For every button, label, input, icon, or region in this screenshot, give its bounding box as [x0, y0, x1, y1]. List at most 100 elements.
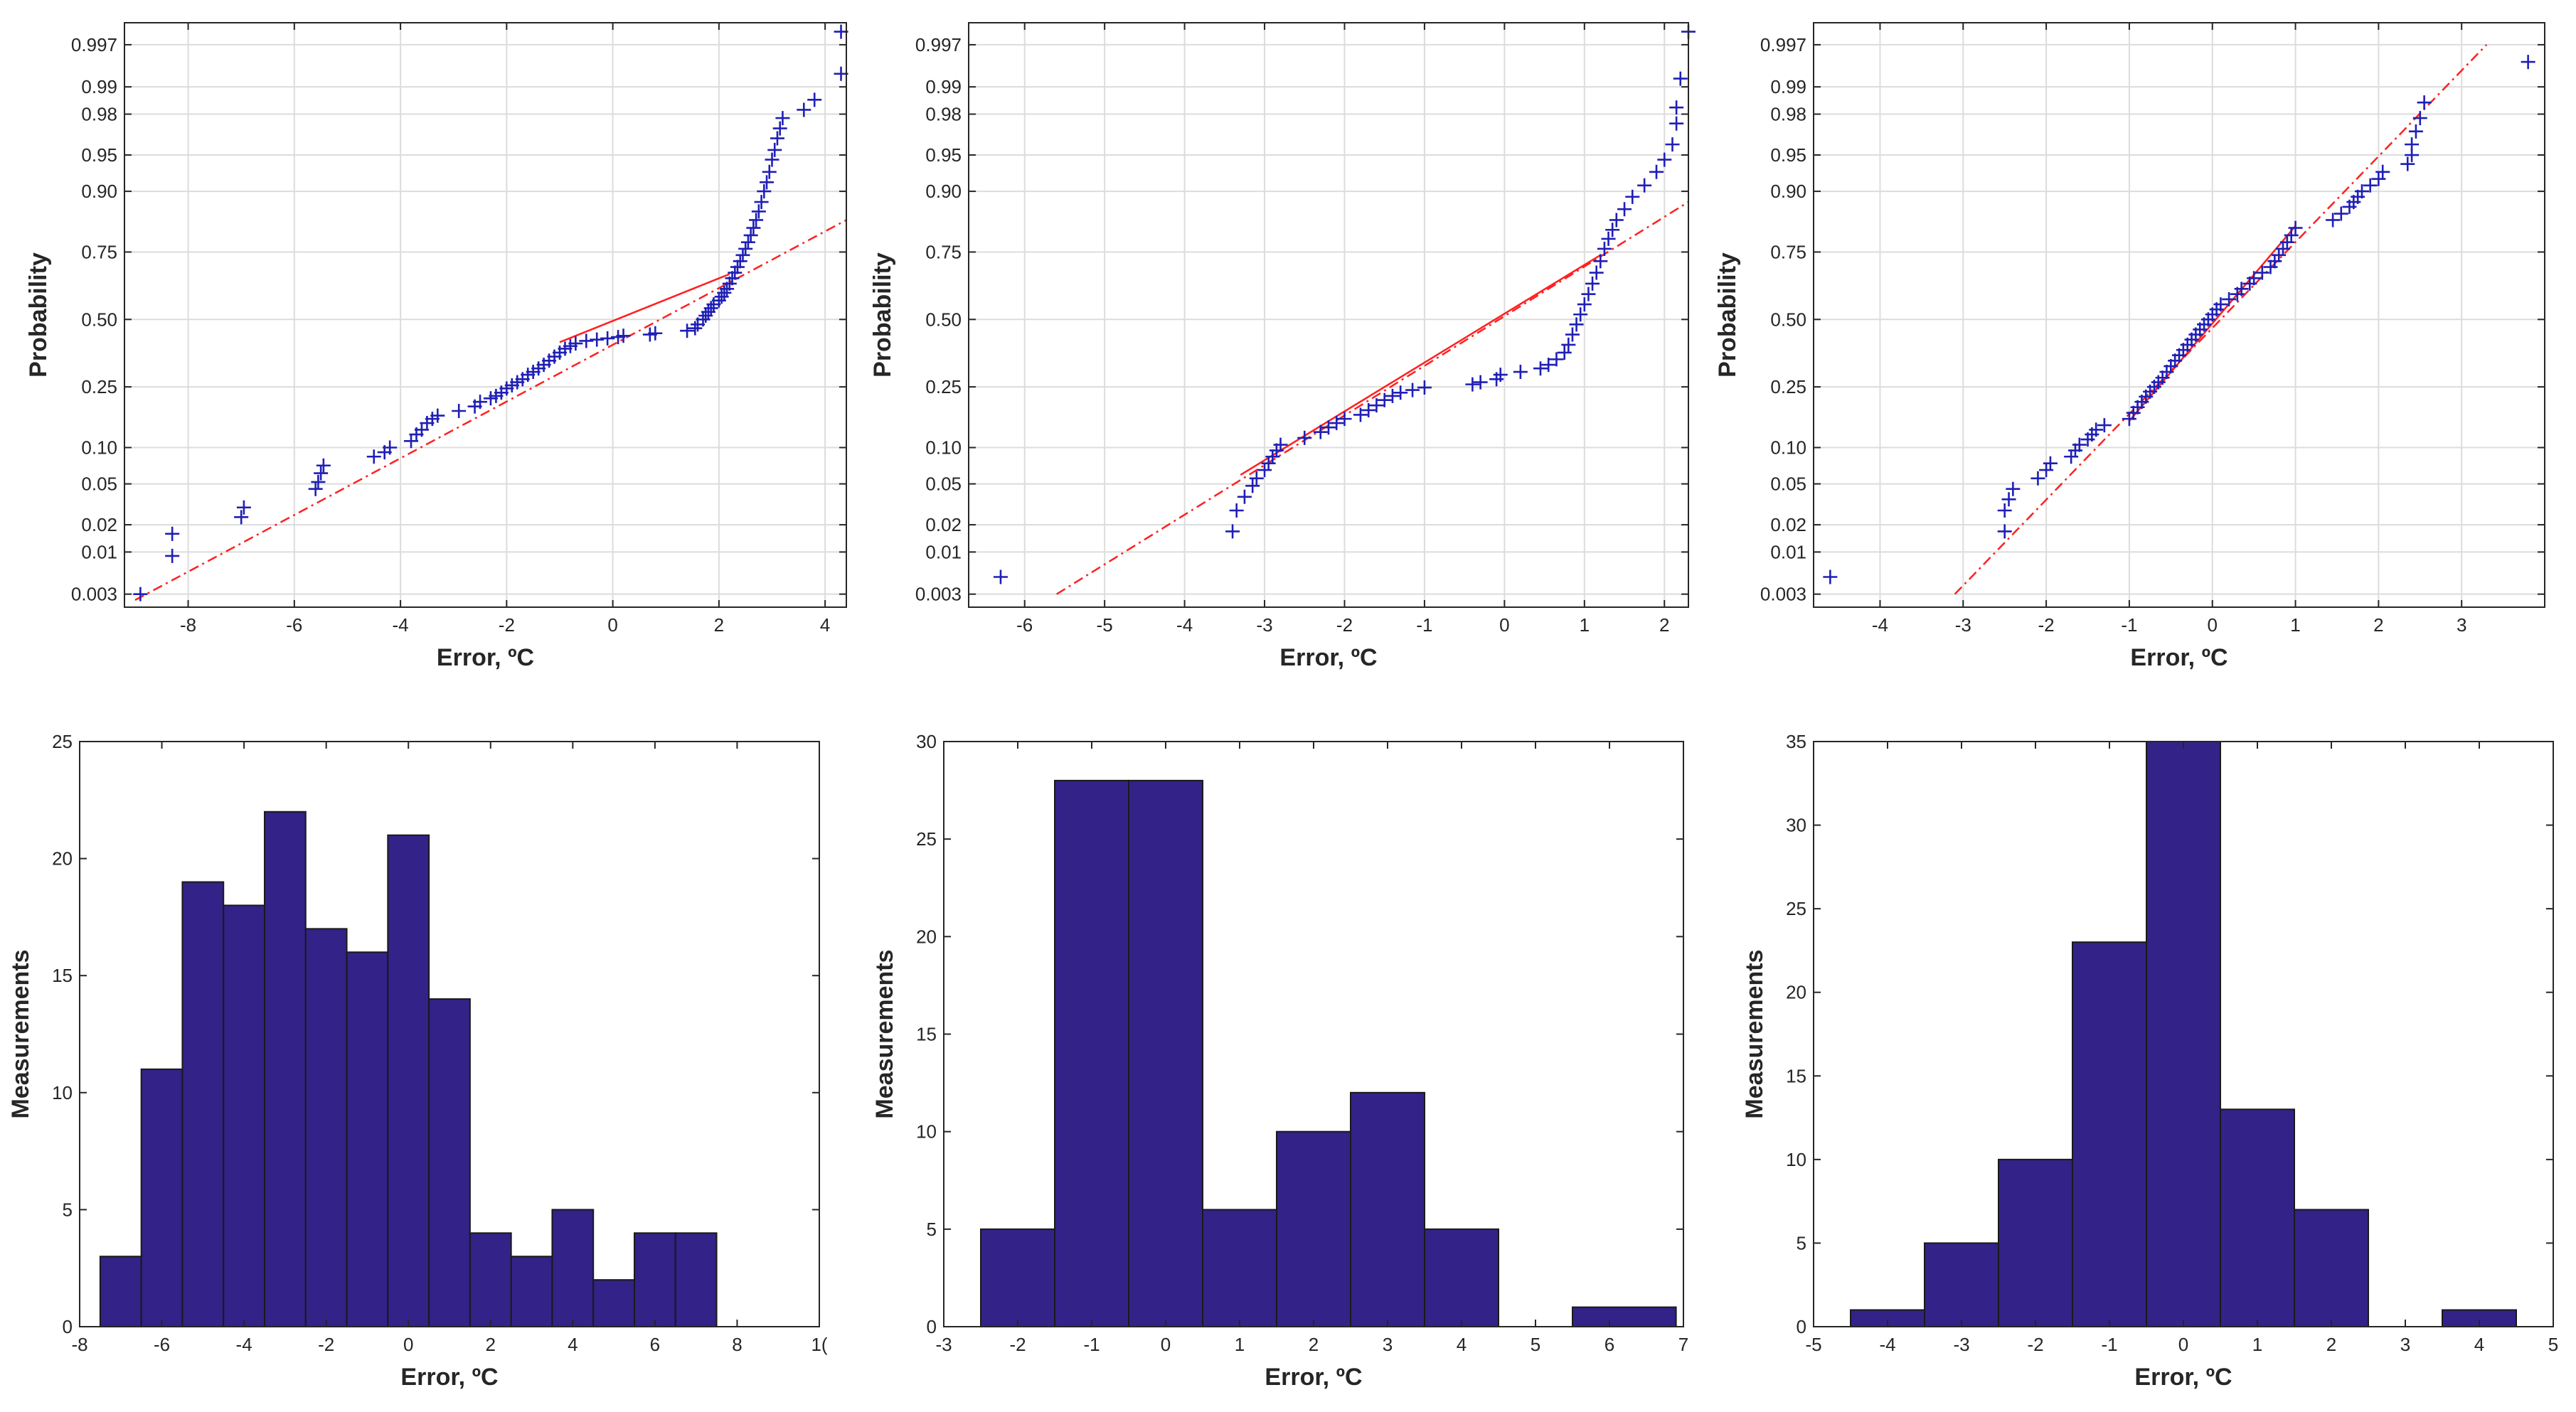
- data-point: [743, 228, 758, 242]
- x-tick-label: 1: [1580, 614, 1590, 636]
- data-point: [1669, 100, 1684, 115]
- data-point: [735, 247, 750, 262]
- x-tick-label: 0: [607, 614, 617, 636]
- data-point: [1385, 388, 1400, 403]
- histogram-bar: [346, 951, 389, 1327]
- data-point: [1669, 116, 1684, 131]
- ticks: -8 -6 -4 -2 0 2 4 0.003 0.01 0.02 0.05 0.10 0.25 0.50…: [71, 23, 846, 636]
- data-point: [728, 265, 743, 280]
- data-point: [807, 92, 822, 107]
- histogram-bar: [634, 1232, 676, 1327]
- y-tick-label: 0.90: [1770, 181, 1806, 202]
- x-tick-label: 4: [568, 1334, 578, 1355]
- data-point: [762, 164, 777, 179]
- y-axis-label: Probability: [869, 252, 896, 378]
- data-point: [366, 449, 381, 464]
- x-tick-label: -2: [2038, 614, 2055, 636]
- data-point: [1249, 471, 1264, 486]
- data-points: [1823, 55, 2535, 584]
- data-point: [2006, 481, 2021, 496]
- data-point: [1609, 213, 1624, 228]
- x-tick-label: -1: [2101, 1334, 2117, 1355]
- x-tick-label: -2: [2027, 1334, 2043, 1355]
- histogram-bar: [387, 834, 430, 1328]
- x-tick-label: 3: [2400, 1334, 2410, 1355]
- y-tick-label: 0.75: [81, 241, 117, 262]
- data-point: [746, 220, 761, 235]
- data-point: [1229, 503, 1244, 518]
- data-point: [1617, 202, 1632, 217]
- data-point: [2405, 137, 2420, 152]
- x-tick-label: 0: [403, 1334, 413, 1355]
- data-point: [165, 548, 180, 563]
- data-point: [2072, 437, 2087, 452]
- data-point: [2355, 184, 2369, 199]
- y-tick-label: 15: [916, 1024, 937, 1045]
- data-point: [1997, 524, 2012, 539]
- x-tick-label: 2: [2326, 1334, 2336, 1355]
- data-point: [1405, 383, 1420, 397]
- x-tick-label: 2: [486, 1334, 496, 1355]
- x-tick-label: 8: [732, 1334, 742, 1355]
- y-tick-label: 0.01: [1770, 541, 1806, 562]
- histogram-bar: [2146, 741, 2221, 1327]
- x-tick-label: 4: [2474, 1334, 2484, 1355]
- histogram-bar: [1054, 779, 1129, 1328]
- y-tick-label: 0: [927, 1316, 937, 1337]
- data-point: [236, 500, 251, 515]
- x-tick-label: 1(: [811, 1334, 827, 1355]
- y-tick-label: 0.003: [1760, 584, 1806, 605]
- data-point: [1541, 358, 1556, 373]
- x-axis-label: Error, ºC: [1279, 644, 1377, 671]
- histogram-bar: [510, 1256, 553, 1327]
- x-tick-label: 1: [1235, 1334, 1245, 1355]
- y-tick-label: 5: [1797, 1232, 1806, 1253]
- data-point: [1513, 365, 1528, 380]
- y-tick-label: 15: [52, 965, 73, 986]
- y-tick-label: 0.05: [81, 474, 117, 495]
- x-tick-label: -8: [71, 1334, 87, 1355]
- y-tick-label: 0.997: [915, 34, 962, 55]
- data-point: [2234, 282, 2249, 296]
- chart-panel-5: -3 -2 -1 0 1 2 3 4 5 6 7 0 5 10 15 20 25 30 Error, ºC Measu…: [871, 731, 1688, 1391]
- y-tick-label: 0.99: [1770, 76, 1806, 97]
- y-tick-label: 0.10: [1770, 437, 1806, 458]
- data-point: [568, 336, 583, 351]
- data-point: [1589, 265, 1604, 280]
- y-tick-label: 0.90: [81, 181, 117, 202]
- y-tick-label: 0.75: [925, 241, 962, 262]
- reference-line-dashed: [134, 219, 847, 601]
- data-point: [701, 304, 715, 319]
- chart-panel-1: -8 -6 -4 -2 0 2 4 0.003 0.01 0.02 0.05 0.10 0.25 0.50…: [25, 22, 848, 671]
- x-tick-label: -4: [236, 1334, 252, 1355]
- axes-box: [124, 22, 847, 608]
- data-point: [1593, 254, 1608, 269]
- data-point: [1369, 398, 1384, 413]
- y-tick-label: 0.95: [925, 144, 962, 166]
- y-axis-label: Measurements: [1741, 949, 1768, 1118]
- y-tick-label: 0.25: [1770, 376, 1806, 397]
- data-point: [133, 587, 148, 601]
- y-tick-label: 0: [1797, 1316, 1806, 1337]
- x-tick-label: 0: [1499, 614, 1509, 636]
- data-point: [698, 309, 713, 323]
- x-tick-label: 1: [2252, 1334, 2262, 1355]
- data-point: [1329, 416, 1344, 431]
- data-points: [993, 24, 1696, 584]
- y-tick-label: 0.50: [925, 309, 962, 330]
- data-point: [1297, 430, 1312, 445]
- x-tick-label: 7: [1678, 1334, 1688, 1355]
- y-axis-label: Probability: [25, 252, 52, 378]
- histogram-bar: [2294, 1209, 2369, 1328]
- x-tick-label: 6: [650, 1334, 660, 1355]
- ticks: -4 -3 -2 -1 0 1 2 3 0.003 0.01 0.02 0.05 0.10 0.25 0.5…: [1760, 23, 2545, 636]
- data-point: [738, 241, 753, 256]
- data-point: [775, 111, 790, 126]
- y-tick-label: 0.01: [81, 541, 117, 562]
- y-tick-label: 25: [916, 828, 937, 850]
- y-tick-label: 0.90: [925, 181, 962, 202]
- y-tick-label: 15: [1786, 1065, 1806, 1086]
- x-tick-label: 4: [1457, 1334, 1467, 1355]
- x-tick-label: -2: [499, 614, 515, 636]
- y-tick-label: 0.50: [1770, 309, 1806, 330]
